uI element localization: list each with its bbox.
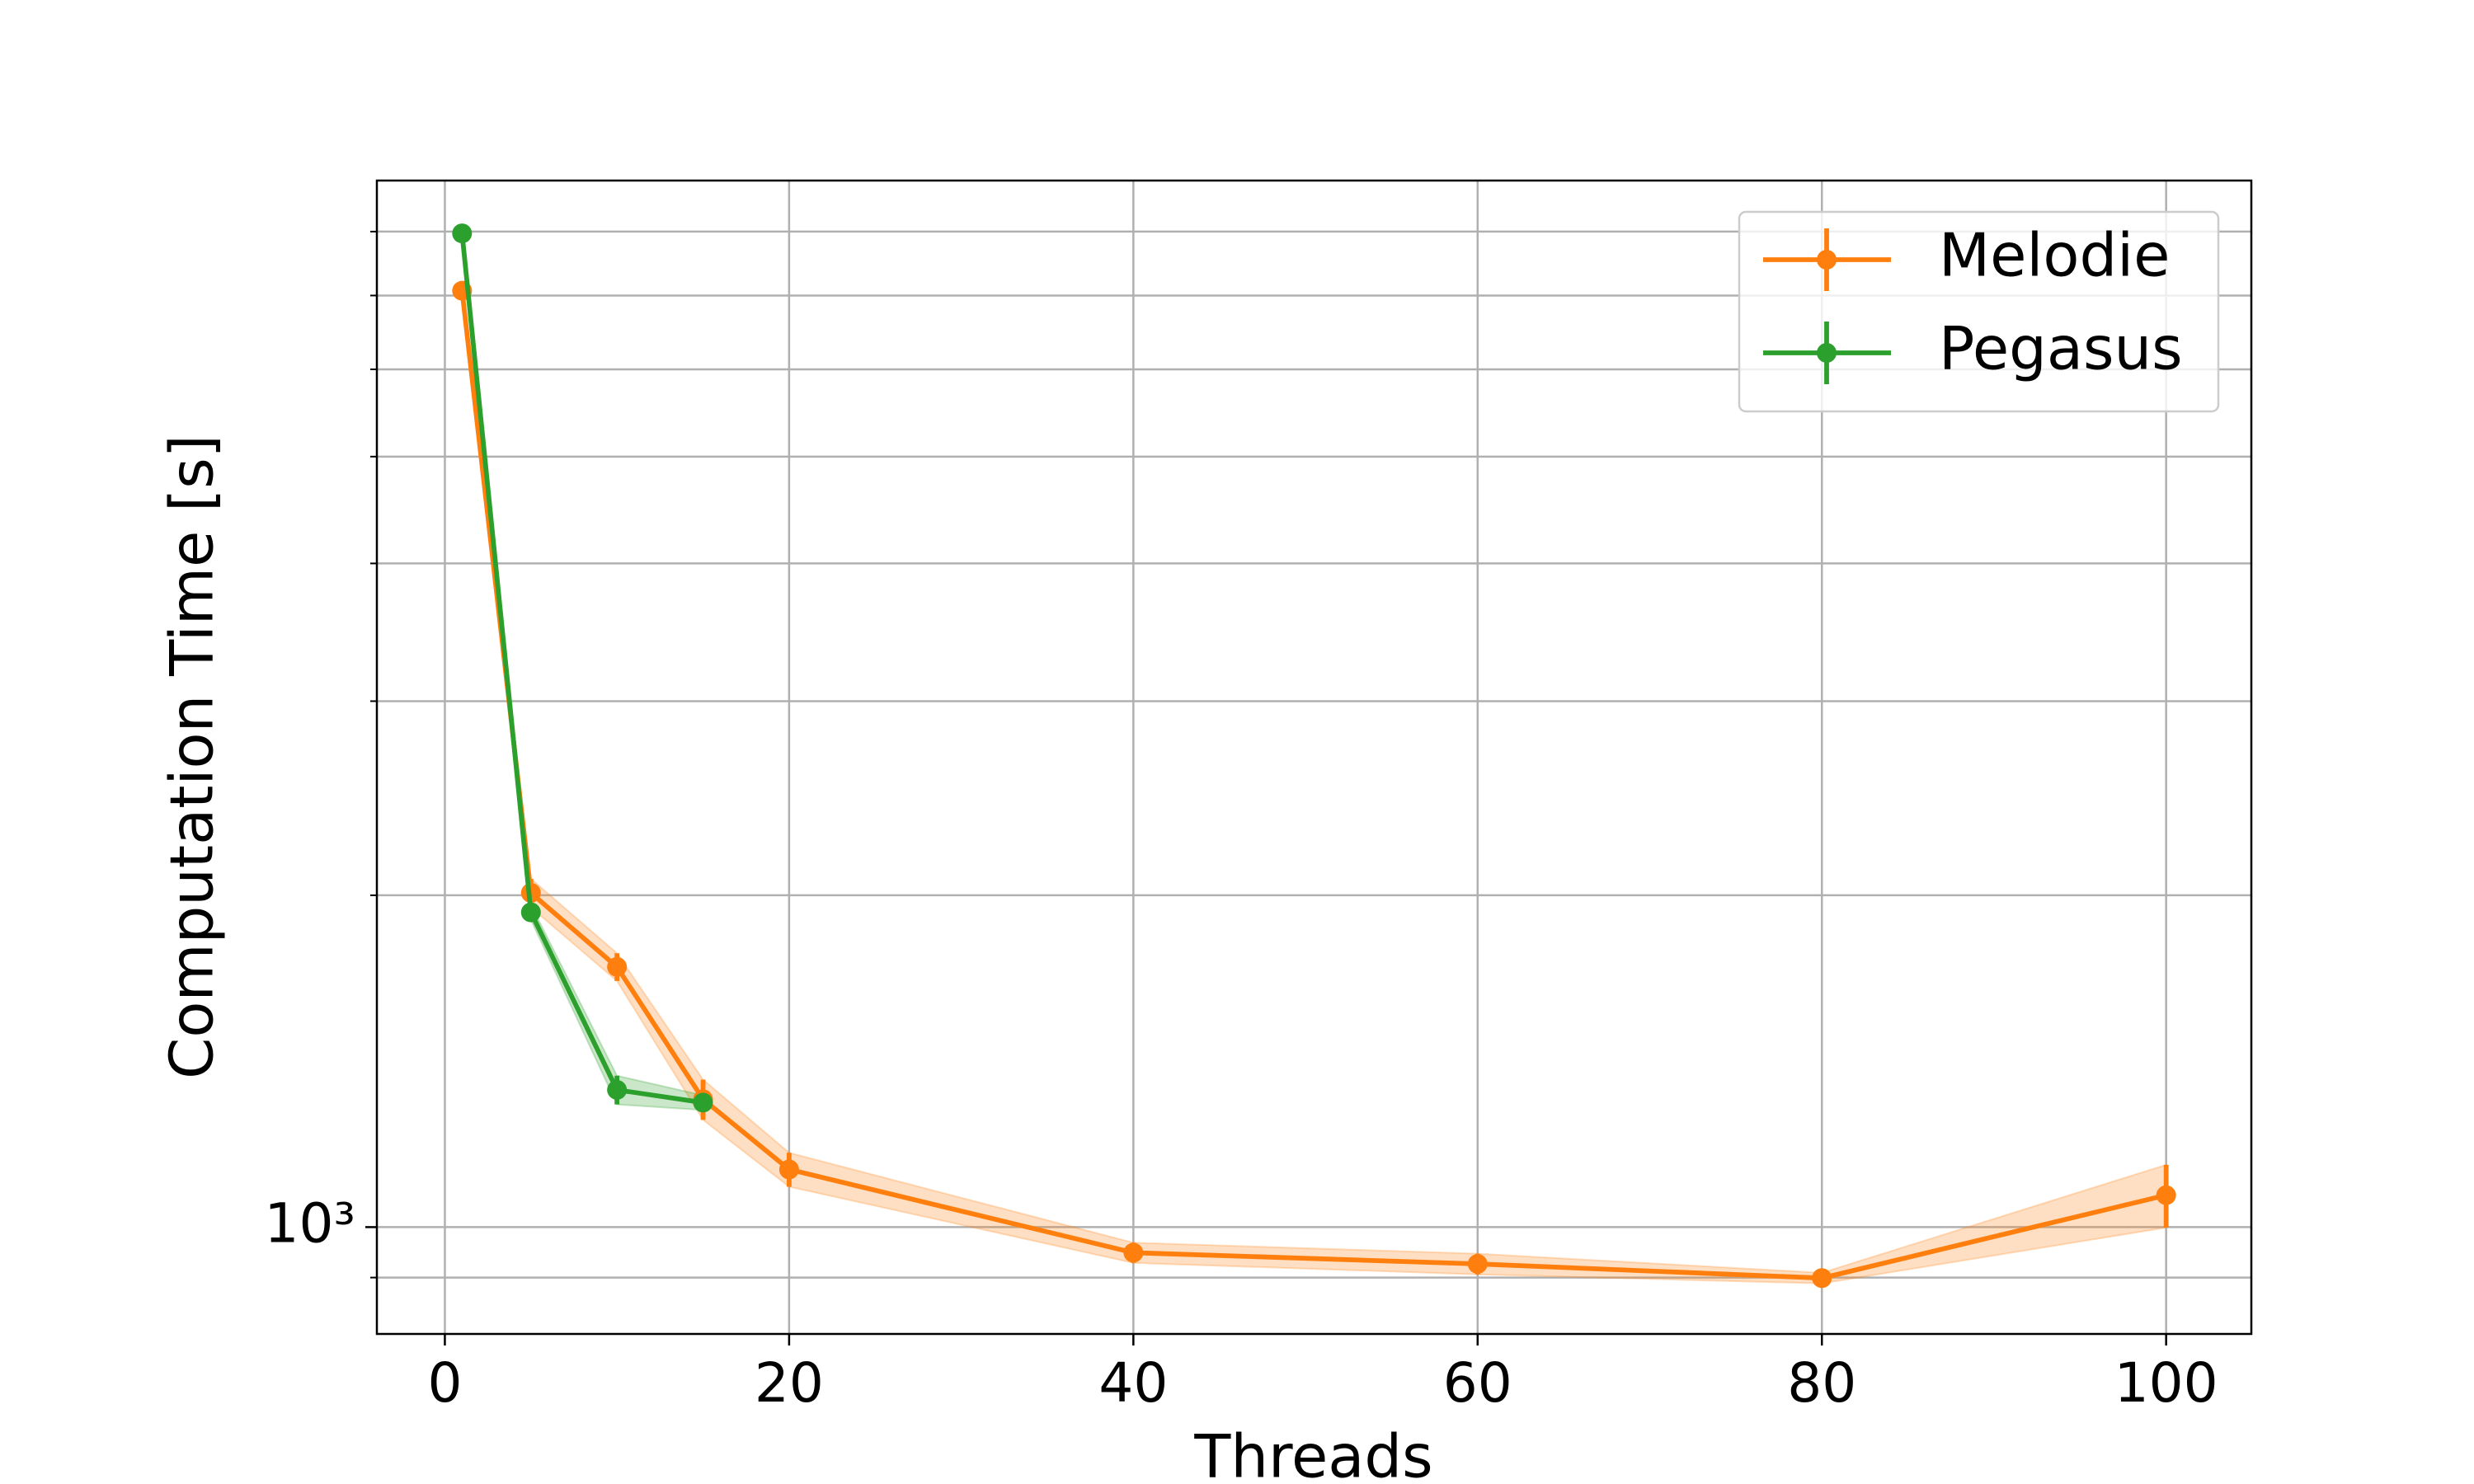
y-tick-label: 10³ xyxy=(265,1191,355,1255)
data-point xyxy=(1467,1254,1488,1275)
data-point xyxy=(1812,1268,1832,1289)
data-point xyxy=(2156,1185,2176,1205)
legend-label: Melodie xyxy=(1939,221,2170,290)
data-point xyxy=(607,1079,628,1100)
data-point xyxy=(778,1159,799,1180)
legend-marker xyxy=(1817,250,1837,270)
x-tick-label: 60 xyxy=(1443,1351,1512,1415)
x-tick-label: 80 xyxy=(1787,1351,1856,1415)
x-axis-label: Threads xyxy=(1193,1422,1432,1484)
legend-label: Pegasus xyxy=(1939,314,2183,383)
data-point xyxy=(693,1092,713,1113)
error-band xyxy=(461,289,2167,1284)
x-tick-label: 0 xyxy=(427,1351,462,1415)
y-axis-label: Computation Time [s] xyxy=(158,434,227,1079)
x-tick-label: 20 xyxy=(755,1351,824,1415)
data-point xyxy=(520,902,541,923)
data-point xyxy=(607,956,628,977)
x-tick-label: 40 xyxy=(1098,1351,1168,1415)
legend-marker xyxy=(1817,343,1837,363)
data-point xyxy=(1123,1242,1144,1263)
data-point xyxy=(452,223,473,244)
plot-frame xyxy=(375,179,2253,1336)
data-line xyxy=(459,232,703,1106)
x-tick-label: 100 xyxy=(2114,1351,2218,1415)
error-band xyxy=(461,231,704,1111)
